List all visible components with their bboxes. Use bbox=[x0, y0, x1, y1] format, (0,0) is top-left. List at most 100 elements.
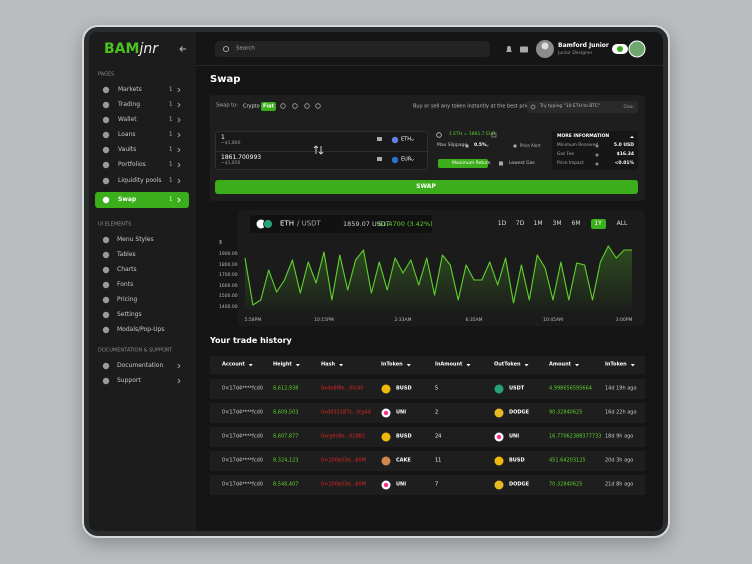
chart-header bbox=[250, 215, 432, 233]
table-cell: 0xd032187c...fcg44 bbox=[321, 409, 371, 416]
info-label: Minimum Received bbox=[557, 142, 598, 148]
swap-button[interactable] bbox=[215, 180, 638, 194]
table-cell: DODGE bbox=[509, 481, 530, 488]
table-row[interactable] bbox=[210, 427, 645, 447]
more-info-title: MORE INFORMATION bbox=[557, 133, 610, 139]
logo-italic: jnr bbox=[139, 41, 158, 57]
refresh-icon bbox=[436, 132, 442, 138]
column-header: Account bbox=[222, 361, 245, 368]
item-count: 1 bbox=[169, 196, 173, 203]
table-cell: 0x4e8f8e...0fc40 bbox=[321, 385, 364, 392]
x-tick-label: 5:58PM bbox=[244, 317, 262, 323]
active-item[interactable] bbox=[95, 192, 189, 208]
search-box[interactable] bbox=[215, 41, 490, 57]
more-info-caret bbox=[630, 136, 634, 138]
table-cell: 8,324,123 bbox=[273, 457, 299, 464]
option-icon bbox=[292, 103, 298, 109]
table-row[interactable] bbox=[210, 403, 645, 423]
price-area bbox=[245, 246, 632, 310]
table-cell: 90.32840625 bbox=[549, 409, 583, 416]
sort-caret bbox=[248, 364, 253, 367]
dropdown bbox=[410, 138, 415, 141]
token-search[interactable] bbox=[527, 101, 638, 113]
info-dot bbox=[595, 153, 599, 157]
table-cell: CAKE bbox=[396, 457, 411, 464]
table-cell: USDT bbox=[509, 385, 525, 392]
item-count: 1 bbox=[169, 131, 173, 138]
table-row[interactable] bbox=[210, 379, 645, 399]
option-active[interactable] bbox=[261, 102, 276, 111]
amount-box bbox=[215, 131, 428, 170]
logo-bold: BAM bbox=[104, 41, 140, 57]
column-header: InToken bbox=[605, 361, 627, 368]
item-count: 1 bbox=[169, 116, 173, 123]
table-cell: 24 bbox=[435, 433, 442, 440]
section-title: UI ELEMENTS bbox=[98, 221, 132, 228]
table-cell: 21d 8h ago bbox=[605, 481, 634, 488]
table-cell: 0×200e03d...80M bbox=[321, 457, 366, 464]
route-active[interactable] bbox=[438, 159, 488, 168]
item-icon bbox=[102, 281, 110, 289]
user-name: Bamford Junior bbox=[558, 42, 609, 49]
option-icon bbox=[315, 103, 321, 109]
table-cell: BUSD bbox=[509, 457, 525, 464]
nav-item: Vaults bbox=[118, 146, 137, 153]
nav-item: Modals/Pop-Ups bbox=[117, 326, 165, 333]
table-cell: 0×17d4****fcd0 bbox=[222, 385, 263, 392]
y-tick-label: 1900.00 bbox=[219, 252, 238, 258]
amount-usd: ~$1,860 bbox=[221, 140, 241, 146]
chevron bbox=[177, 117, 181, 123]
chevron bbox=[177, 147, 181, 153]
max-slippage: Max Slippage bbox=[437, 142, 468, 148]
wallet-icon bbox=[377, 137, 382, 141]
item-icon bbox=[102, 131, 110, 139]
y-tick-label: 1500.00 bbox=[219, 294, 238, 300]
table-cell: 0×17d4****fcd0 bbox=[222, 457, 263, 464]
column-header: InAmount bbox=[435, 361, 463, 368]
nav-item: Charts bbox=[117, 266, 137, 273]
sort-caret bbox=[630, 364, 635, 367]
table-row[interactable] bbox=[210, 475, 645, 495]
x-tick-label: 3:00PM bbox=[615, 317, 633, 323]
mail-icon bbox=[520, 46, 528, 53]
table-cell: 0×17d4****fcd0 bbox=[222, 409, 263, 416]
info-label: Price Impact bbox=[557, 160, 584, 166]
chevron bbox=[177, 197, 181, 203]
range-active[interactable] bbox=[591, 219, 606, 229]
swap-to: Swap to: bbox=[216, 102, 238, 109]
topbar-divider bbox=[196, 65, 663, 66]
table-cell: 16d 22h ago bbox=[605, 409, 637, 416]
pair-base: ETH bbox=[280, 219, 294, 228]
rate: 1 ETH = 1861.7 EUR bbox=[449, 131, 496, 137]
swap-button-label: SWAP bbox=[416, 183, 436, 190]
nav-item: Swap bbox=[118, 196, 137, 203]
toggle-knob bbox=[617, 46, 623, 52]
info-value: $16.34 bbox=[616, 151, 634, 157]
item-icon bbox=[102, 296, 110, 304]
column-header: Height bbox=[273, 361, 292, 368]
item-icon bbox=[102, 236, 110, 244]
token-icon bbox=[494, 384, 504, 394]
table-cell: 0×200e03d...80M bbox=[321, 481, 366, 488]
table-row[interactable] bbox=[210, 451, 645, 471]
item-icon bbox=[102, 311, 110, 319]
option-icon bbox=[280, 103, 286, 109]
bell-icon bbox=[506, 46, 512, 52]
page-title: Swap bbox=[210, 74, 241, 85]
range: 1D bbox=[497, 220, 507, 227]
info-label: Gas Fee bbox=[557, 151, 575, 157]
table-cell: BUSD bbox=[396, 433, 412, 440]
y-tick-label: 1400.00 bbox=[219, 304, 238, 310]
table-header bbox=[210, 356, 645, 374]
token-icon bbox=[494, 408, 504, 418]
info-dot bbox=[595, 162, 599, 166]
table-cell: 451.64203125 bbox=[549, 457, 586, 464]
column-header: OutToken bbox=[494, 361, 521, 368]
x-tick-label: 10:15PM bbox=[314, 317, 334, 323]
item-icon bbox=[102, 177, 110, 185]
range: 7D bbox=[515, 220, 525, 227]
token-icon bbox=[494, 480, 504, 490]
range: ALL bbox=[616, 220, 628, 227]
search-placeholder: Search bbox=[236, 45, 255, 52]
